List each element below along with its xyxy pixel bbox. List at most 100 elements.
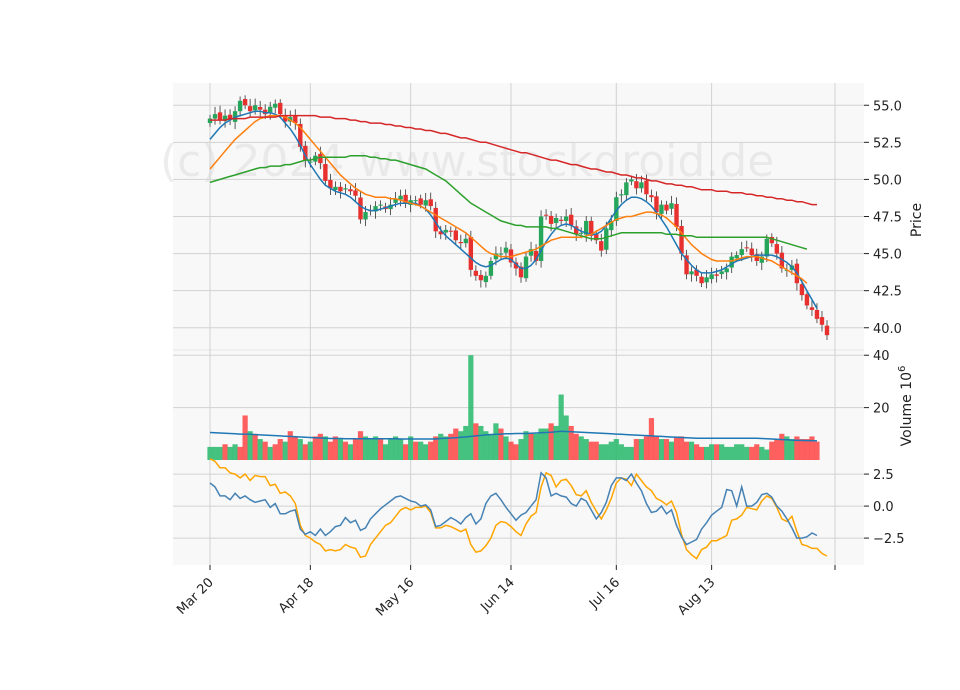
volume-bar-up — [217, 446, 223, 460]
volume-bar-down — [804, 439, 810, 460]
oscillator-line — [209, 458, 828, 560]
candle-down — [644, 180, 649, 195]
volume-bar-down — [242, 415, 248, 460]
volume-bar-up — [563, 415, 569, 460]
volume-bar-up — [257, 439, 263, 460]
volume-bar-up — [322, 436, 328, 460]
candle-down — [749, 248, 754, 256]
candle-up — [729, 256, 734, 268]
candle-up — [764, 238, 770, 257]
candle-down — [558, 219, 564, 221]
volume-bar-up — [458, 431, 464, 460]
candle-up — [273, 103, 278, 108]
candle-up — [614, 197, 619, 221]
volume-average-line — [209, 430, 818, 442]
volume-bar-down — [593, 441, 599, 460]
candle-down — [654, 196, 659, 213]
moving-average-line — [210, 114, 817, 206]
volume-bar-down — [809, 436, 815, 460]
candle-down — [684, 255, 689, 275]
candle-up — [609, 220, 614, 231]
candle-down — [433, 207, 438, 232]
candle-down — [353, 190, 358, 196]
volume-bar-down — [794, 436, 800, 460]
x-tick-label: Jul 16 — [586, 575, 623, 612]
volume-bar-down — [799, 439, 805, 460]
candle-down — [438, 231, 443, 235]
volume-bar-up — [523, 431, 529, 460]
volume-bar-up — [628, 446, 634, 460]
volume-y-tick-label: 40 — [873, 349, 890, 364]
candle-up — [237, 100, 243, 112]
candle-down — [328, 180, 333, 189]
candle-up — [704, 277, 709, 283]
volume-bar-up — [503, 436, 509, 460]
volume-bar-down — [548, 423, 554, 460]
volume-bar-down — [683, 441, 690, 460]
volume-bar-down — [277, 439, 283, 460]
volume-bar-up — [488, 433, 494, 460]
volume-bar-down — [693, 444, 700, 460]
watermark-text: (c) 2024 www.stockdroid.de — [160, 136, 774, 187]
candle-down — [573, 226, 579, 235]
volume-bar-up — [688, 441, 695, 460]
moving-average-line — [209, 114, 808, 284]
volume-bar-down — [814, 441, 820, 460]
candle-up — [523, 256, 529, 279]
volume-bar-up — [362, 436, 369, 460]
candle-down — [699, 276, 704, 284]
candle-down — [473, 270, 479, 276]
candle-up — [604, 228, 609, 250]
volume-bar-down — [302, 444, 308, 460]
volume-bar-down — [413, 441, 419, 460]
volume-bar-down — [403, 444, 409, 460]
candle-up — [267, 106, 273, 113]
candle-up — [398, 195, 403, 200]
volume-bar-up — [463, 425, 469, 460]
candle-down — [769, 236, 775, 244]
candle-down — [533, 250, 539, 261]
volume-bar-down — [498, 428, 504, 460]
candle-down — [338, 186, 343, 192]
candle-up — [629, 179, 634, 182]
volume-bar-up — [443, 436, 449, 460]
candle-up — [393, 198, 398, 203]
volume-bar-up — [784, 436, 790, 460]
volume-bar-down — [252, 433, 258, 460]
candle-up — [423, 200, 428, 206]
volume-bar-up — [709, 444, 715, 460]
volume-bar-down — [749, 446, 755, 460]
volume-bar-up — [578, 436, 584, 460]
candle-down — [418, 198, 423, 205]
candle-down — [518, 266, 524, 278]
volume-bars — [207, 355, 820, 460]
candle-up — [373, 206, 378, 212]
volume-bar-up — [583, 439, 589, 460]
volume-bar-up — [739, 444, 745, 460]
volume-bar-down — [568, 425, 574, 460]
candle-down — [548, 215, 554, 224]
candle-up — [212, 114, 218, 119]
volume-bar-down — [633, 439, 639, 460]
candle-up — [413, 200, 418, 202]
candle-up — [579, 232, 584, 234]
price-y-tick-label: 52.5 — [873, 136, 902, 151]
candle-down — [242, 99, 248, 106]
volume-bar-up — [598, 444, 604, 460]
volume-bar-up — [372, 436, 379, 460]
price-y-tick-label: 45.0 — [873, 248, 902, 263]
volume-bar-up — [704, 446, 710, 460]
candle-down — [513, 262, 519, 269]
volume-bar-down — [272, 444, 278, 460]
volume-bar-down — [262, 441, 268, 460]
volume-bar-down — [287, 431, 293, 460]
volume-bar-up — [668, 441, 675, 460]
candle-down — [358, 197, 363, 220]
candle-down — [323, 163, 328, 181]
volume-bar-up — [387, 439, 394, 460]
volume-bar-down — [528, 433, 534, 460]
candle-up — [669, 203, 674, 209]
candle-up — [619, 194, 624, 196]
candle-up — [709, 274, 714, 280]
